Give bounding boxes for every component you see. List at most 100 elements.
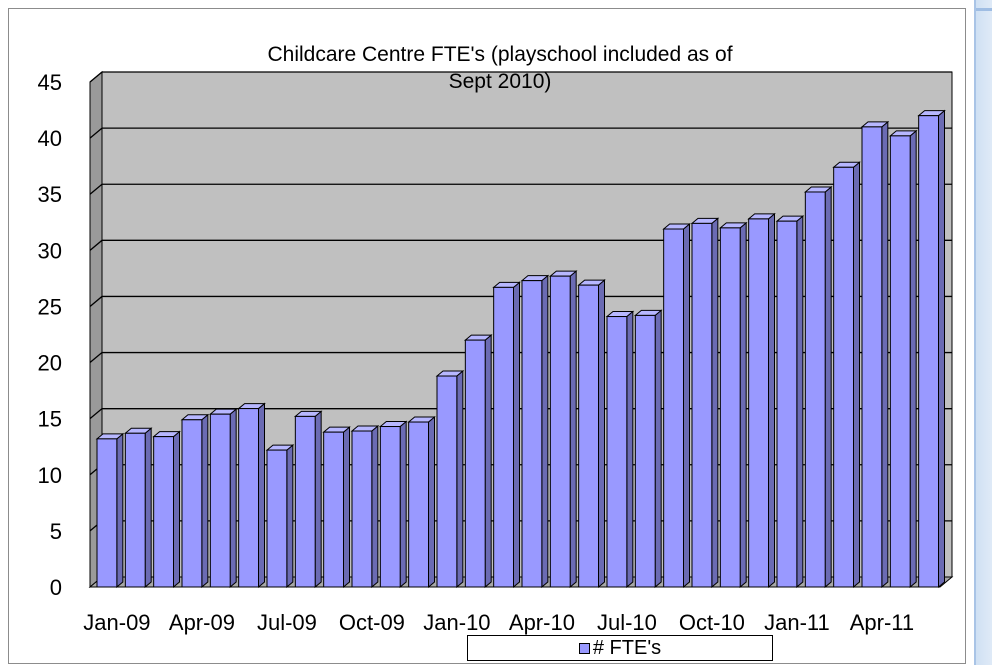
bar-side (513, 281, 520, 589)
bar-front (96, 438, 118, 588)
bar-side (399, 420, 407, 589)
y-tick-label: 0 (50, 575, 62, 600)
bar-front (436, 375, 458, 588)
x-tick-label: Apr-09 (169, 610, 235, 635)
legend-swatch (578, 642, 590, 654)
y-tick-label: 10 (38, 463, 62, 488)
bar-side (654, 309, 662, 589)
x-tick-label: Oct-10 (679, 610, 745, 635)
bar-front (691, 222, 713, 588)
bar-front (578, 284, 600, 588)
bar-front (379, 426, 401, 588)
bar-Feb-10 (463, 334, 493, 589)
bar-Jan-10 (435, 369, 465, 589)
y-tick-label: 30 (38, 238, 62, 263)
bar-Aug-10 (633, 309, 663, 589)
bar-Sep-09 (322, 426, 351, 589)
bar-Nov-10 (718, 221, 748, 589)
chart-title-line2: Sept 2010) (449, 70, 552, 93)
bar-side (116, 432, 124, 589)
bar-front (238, 408, 260, 588)
bar-side (739, 221, 747, 589)
x-tick-label: Jan-10 (423, 610, 490, 635)
bar-May-11 (888, 129, 918, 589)
x-tick-label: Jul-10 (597, 610, 657, 635)
bar-front (634, 314, 656, 588)
bar-Jul-10 (605, 310, 635, 589)
bar-Mar-09 (152, 430, 181, 589)
y-tick-label: 45 (38, 70, 62, 95)
x-tick-label: Apr-10 (509, 610, 575, 635)
bar-side (569, 270, 577, 589)
bar-front (323, 431, 344, 588)
bar-Jan-09 (95, 432, 125, 589)
bar-front (493, 286, 514, 588)
bar-side (598, 279, 605, 589)
bar-side (768, 212, 775, 589)
bar-Oct-10 (690, 217, 720, 589)
bar-Jun-11 (917, 109, 946, 589)
bar-side (541, 274, 549, 589)
bar-side (286, 444, 294, 589)
bar-Dec-09 (407, 415, 436, 589)
bar-side (229, 408, 237, 589)
bar-front (804, 191, 826, 588)
bar-side (909, 129, 917, 589)
bar-Oct-09 (350, 424, 380, 589)
bar-side (484, 334, 492, 589)
bar-side (258, 402, 265, 589)
bar-Dec-10 (747, 212, 776, 589)
bar-Jun-10 (577, 279, 606, 589)
bar-Jan-11 (775, 215, 805, 589)
bar-front (124, 432, 146, 588)
bar-front (209, 413, 231, 588)
bar-side (881, 120, 889, 589)
bar-side (853, 161, 860, 589)
bar-front (521, 280, 543, 588)
y-tick-label: 5 (50, 519, 62, 544)
bar-side (343, 426, 350, 589)
bar-side (173, 430, 180, 589)
bar-Mar-11 (832, 161, 861, 589)
bar-front (294, 415, 316, 588)
bar-side (938, 109, 945, 589)
bar-front (549, 275, 571, 588)
x-tick-label: Apr-11 (850, 610, 914, 635)
window-edge-strip (966, 0, 992, 665)
bar-Jun-09 (237, 402, 266, 589)
x-tick-label: Jan-11 (764, 610, 830, 635)
bar-side (201, 413, 209, 589)
bar-Sep-10 (662, 222, 691, 589)
bar-front (153, 436, 175, 588)
chart-title: Childcare Centre FTE's (playschool inclu… (267, 43, 732, 66)
bar-Apr-11 (860, 120, 890, 589)
bar-side (456, 369, 464, 589)
bar-Feb-09 (123, 427, 153, 589)
bar-May-09 (208, 408, 238, 589)
bar-side (683, 222, 690, 589)
gridline (89, 71, 952, 83)
bar-side (314, 410, 322, 589)
legend-label: # FTE's (592, 636, 662, 659)
bar-side (428, 415, 435, 589)
bar-side (711, 217, 719, 589)
y-tick-label: 35 (38, 182, 62, 207)
bar-front (833, 166, 855, 588)
bar-front (606, 316, 628, 588)
bar-front (918, 115, 940, 588)
bar-front (408, 421, 429, 588)
x-tick-label: Oct-09 (339, 610, 405, 635)
bar-side (796, 215, 804, 589)
bar-Apr-10 (520, 274, 550, 589)
y-tick-label: 40 (38, 126, 62, 151)
bar-front (889, 135, 911, 588)
bar-Feb-11 (803, 185, 833, 589)
bar-Aug-09 (293, 410, 323, 589)
y-tick-label: 25 (38, 294, 62, 319)
bar-Apr-09 (180, 413, 210, 589)
bar-front (663, 228, 685, 588)
y-tick-label: 20 (38, 351, 62, 376)
bar-front (719, 227, 741, 588)
bar-side (626, 310, 634, 589)
